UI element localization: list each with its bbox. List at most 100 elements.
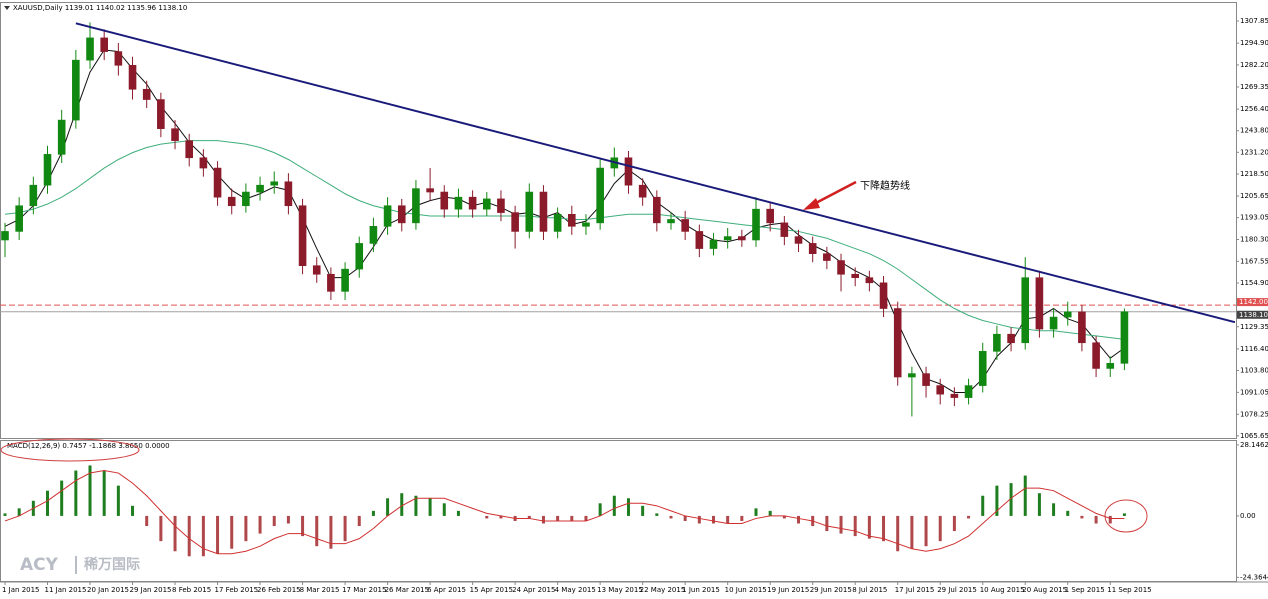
candle-body [284, 181, 293, 207]
macd-bar [187, 515, 191, 557]
candle-body [936, 385, 945, 395]
x-tick-label: 22 May 2015 [640, 586, 686, 594]
macd-bar [46, 490, 50, 516]
y-tick-label: 0.00 [1240, 512, 1256, 520]
macd-bar [315, 515, 319, 547]
candle-body [270, 181, 279, 186]
candle-body [567, 214, 576, 227]
candle-body [43, 154, 52, 186]
macd-bar [74, 470, 78, 516]
macd-bar [683, 515, 687, 521]
x-tick-label: 29 Jul 2015 [937, 586, 977, 594]
candle-body [638, 184, 647, 198]
macd-bar [3, 513, 7, 516]
y-tick-label: 1193.05 [1240, 214, 1268, 222]
candle-body [624, 157, 633, 186]
macd-bar [867, 515, 871, 539]
macd-bar [216, 515, 220, 554]
y-tick-label: 1282.20 [1240, 61, 1268, 69]
macd-bar [967, 515, 971, 519]
macd-bar [499, 515, 503, 519]
candle-body [355, 243, 364, 270]
macd-bar [825, 515, 829, 532]
candle-body [539, 191, 548, 232]
candle-body [596, 167, 604, 224]
x-tick-label: 1 Sep 2015 [1065, 586, 1105, 594]
macd-bar [485, 515, 489, 519]
chart-title: XAUUSD,Daily 1139.01 1140.02 1135.96 113… [13, 4, 187, 12]
macd-bar [839, 515, 843, 534]
candle-body [922, 373, 930, 386]
candle-body [865, 277, 874, 284]
candle-body [667, 219, 675, 224]
y-tick-label: 1103.80 [1240, 367, 1268, 375]
candle-body [171, 128, 179, 141]
y-tick-label: 1129.35 [1240, 323, 1268, 331]
candle-body [752, 208, 760, 241]
y-tick-label: 1154.90 [1240, 279, 1268, 287]
macd-bar [173, 515, 177, 552]
macd-bar [145, 515, 149, 527]
candle-body [738, 236, 746, 241]
candle-body [100, 37, 108, 52]
macd-bar [88, 465, 92, 516]
x-tick-label: 4 May 2015 [555, 586, 596, 594]
candle-body [397, 205, 406, 224]
macd-bar [669, 515, 673, 519]
candle-body [86, 37, 94, 61]
macd-bar [541, 515, 545, 524]
macd-bar [584, 515, 588, 521]
y-tick-label: 1231.20 [1240, 148, 1268, 156]
macd-bar [556, 515, 560, 521]
indicator-line [4, 49, 1125, 393]
menu-icon [4, 6, 10, 10]
y-tick-label: 28.1462 [1240, 441, 1268, 449]
macd-bar [726, 515, 730, 524]
candle-body [709, 239, 718, 249]
price-level-box [1237, 310, 1268, 319]
macd-panel [0, 440, 1237, 582]
macd-bar [400, 493, 404, 516]
candle-body [128, 64, 137, 90]
y-tick-label: 1116.40 [1240, 345, 1268, 353]
macd-bar [882, 515, 886, 542]
trendline [75, 22, 1236, 324]
candle-body [511, 212, 519, 232]
y-tick-label: 1091.05 [1240, 388, 1268, 396]
macd-bar [1066, 510, 1070, 516]
candle-body [780, 222, 789, 237]
macd-bar [301, 515, 305, 537]
macd-bar [754, 508, 758, 516]
arrow-head [803, 198, 820, 210]
macd-bar [456, 510, 460, 516]
candle-body [312, 265, 321, 275]
candle-body [341, 268, 349, 292]
candle-body [1049, 316, 1058, 330]
annotation: 下降趋势线 [860, 179, 910, 192]
candle-body [823, 253, 831, 261]
x-tick-label: 1 Jan 2015 [2, 586, 40, 594]
candle-body [72, 59, 80, 121]
candle-body [808, 243, 817, 255]
x-tick-label: 24 Apr 2015 [512, 586, 555, 594]
candle-body [1, 231, 9, 241]
candle-body [15, 205, 23, 232]
candle-body [242, 191, 250, 207]
macd-bar [60, 480, 64, 516]
candle-body [525, 191, 534, 232]
y-tick-label: 1269.35 [1240, 83, 1268, 91]
x-tick-label: 19 Jun 2015 [767, 586, 809, 594]
price-level-box [1237, 298, 1268, 307]
candle-body [681, 219, 689, 232]
macd-bar [329, 515, 333, 549]
y-tick-label: 1307.85 [1240, 17, 1268, 25]
price-level-label: 1138.10 [1239, 311, 1268, 319]
candle-body [440, 191, 449, 210]
candle-body [794, 236, 803, 244]
candle-body [213, 167, 222, 198]
x-tick-label: 6 Apr 2015 [427, 586, 466, 594]
y-tick-label: 1243.80 [1240, 127, 1268, 135]
candle-body [468, 196, 477, 210]
candle-body [1120, 311, 1129, 364]
y-tick-label: 1294.90 [1240, 39, 1268, 47]
